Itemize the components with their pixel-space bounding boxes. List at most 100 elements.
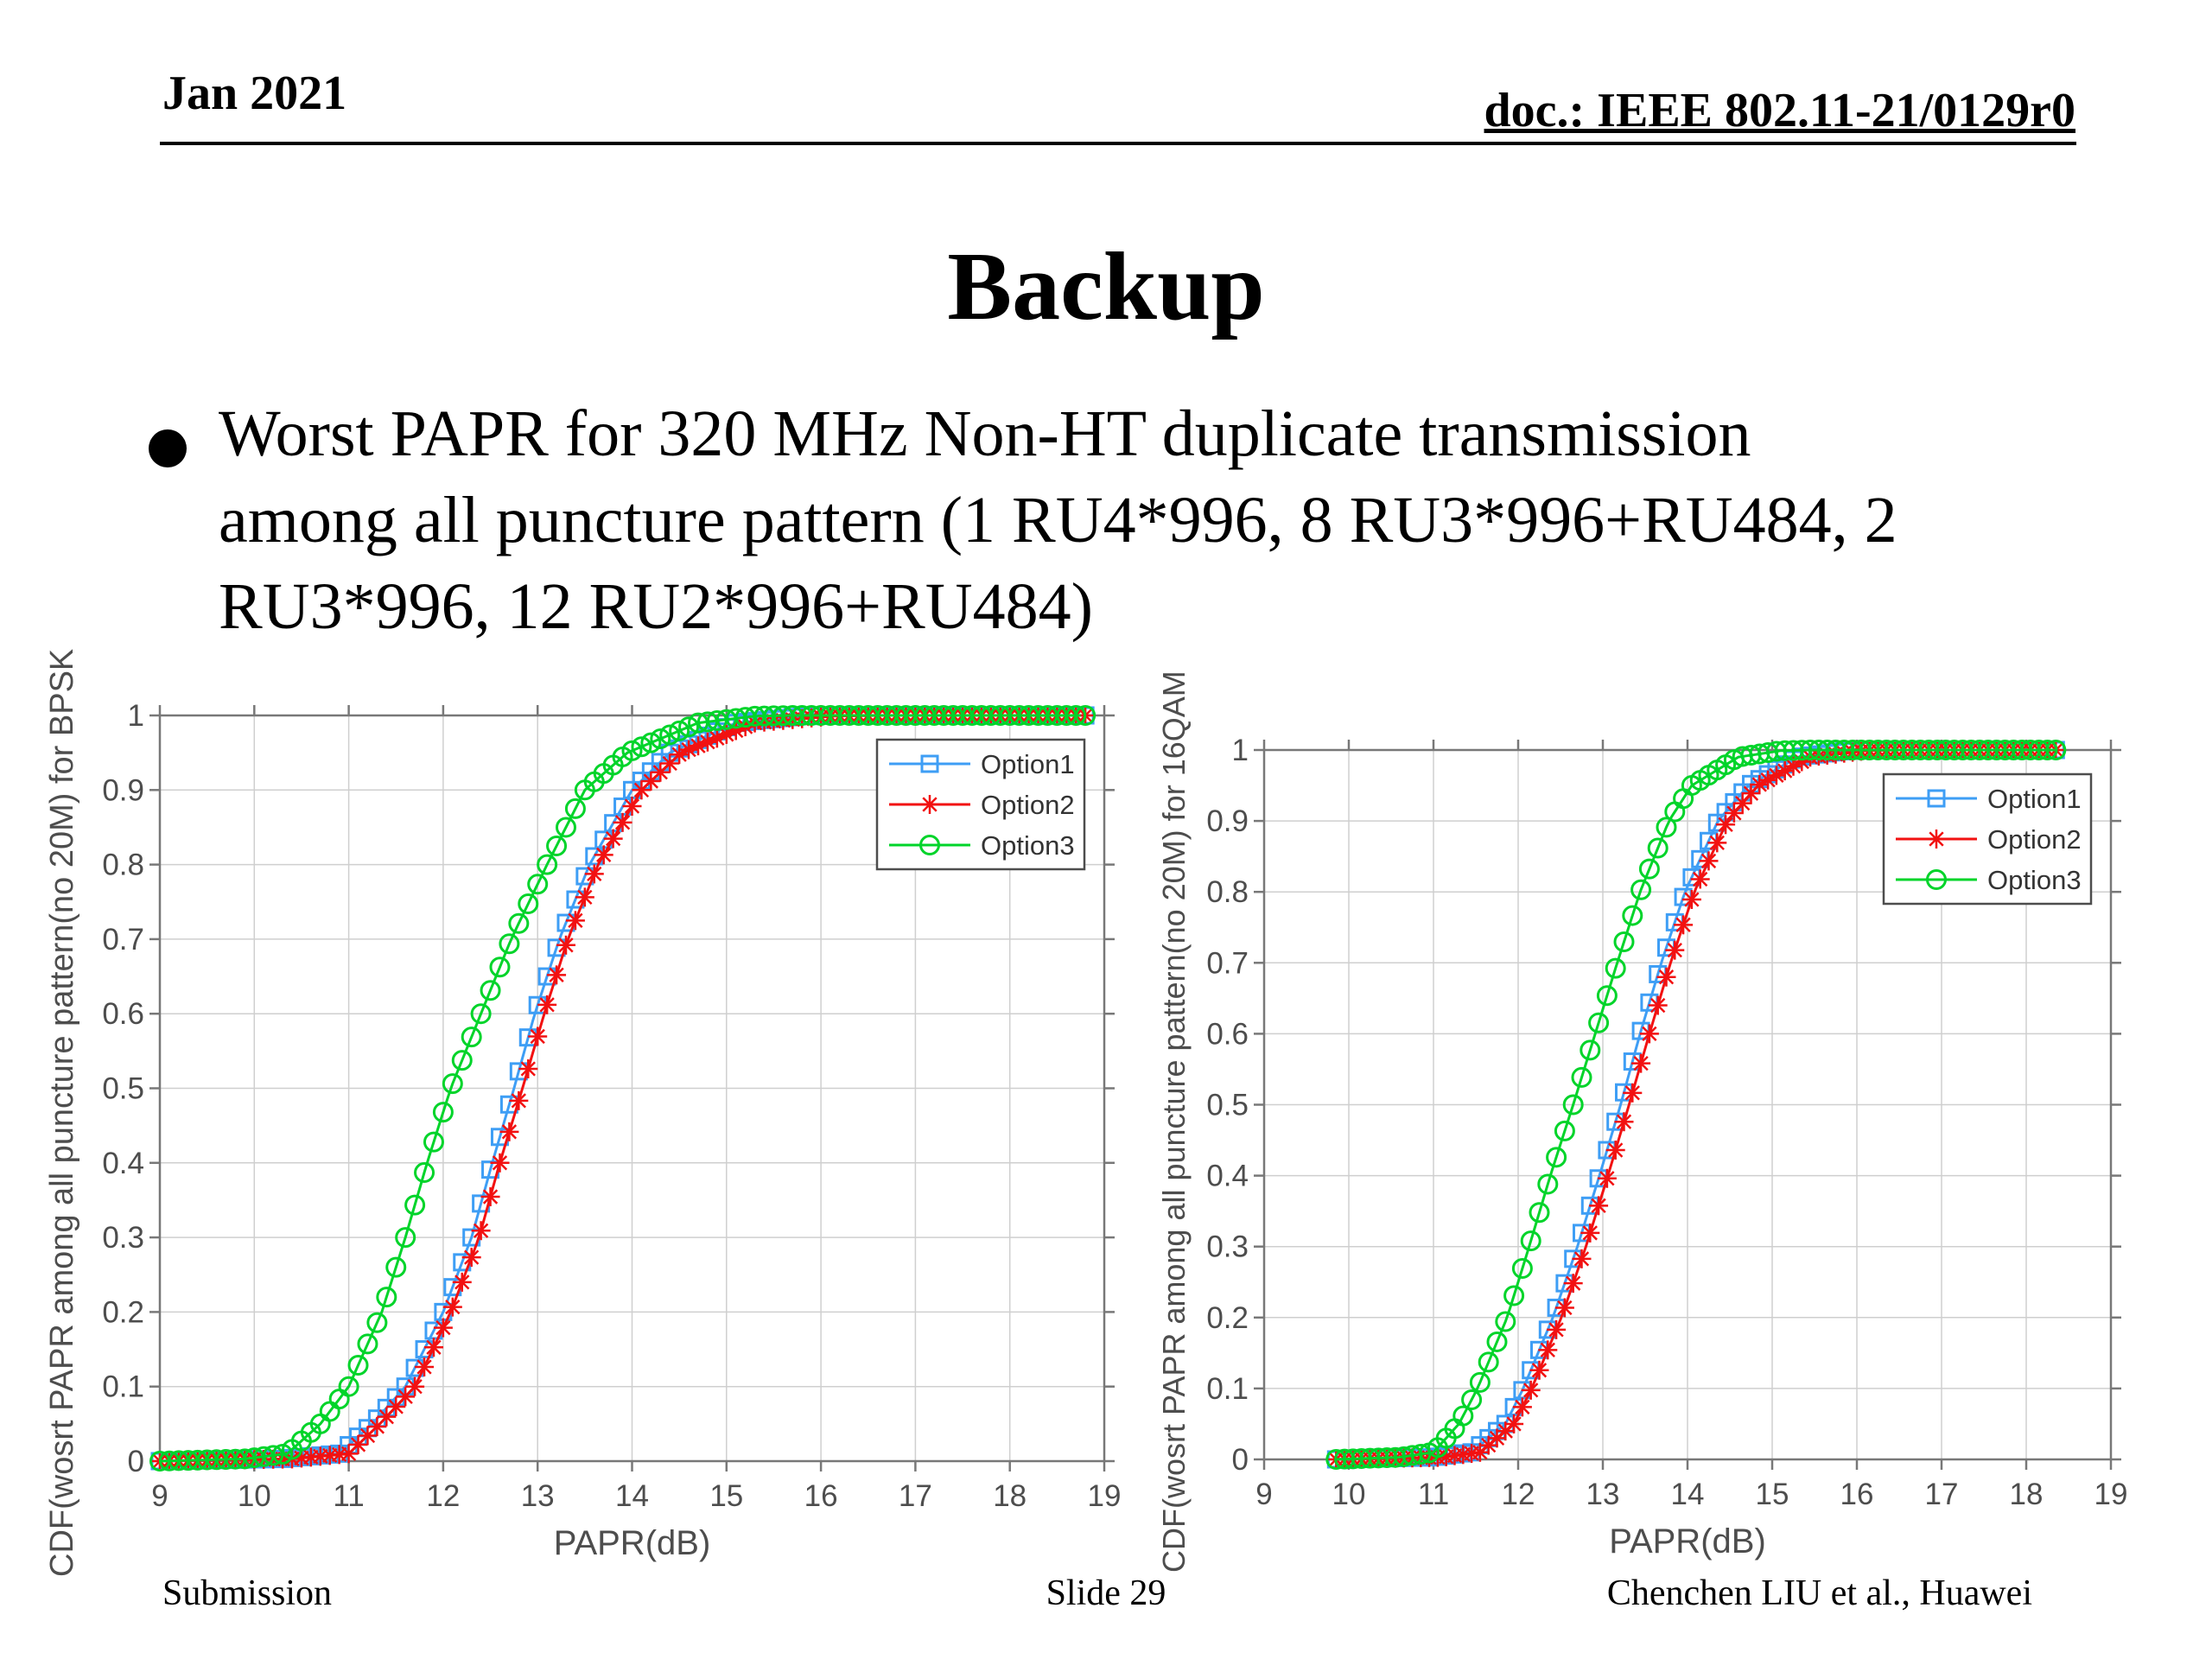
svg-text:12: 12 [1502, 1478, 1535, 1511]
circle-marker [1511, 1257, 1533, 1279]
circle-marker [1486, 1331, 1508, 1352]
svg-text:0.9: 0.9 [102, 773, 144, 807]
svg-text:10: 10 [238, 1479, 271, 1513]
circle-marker [555, 817, 576, 838]
qam16-cdf-chart: 9 10 11 12 13 14 15 16 17 18 19 0 0.1 0.2 0.3 0.4 0.5 0.6… [1162, 664, 2212, 1580]
qam16-cdf-chart-svg: 9 10 11 12 13 14 15 16 17 18 19 0 0.1 0.2 0.3 0.4 0.5 0.6… [1162, 671, 2128, 1573]
asterisk-marker [1690, 869, 1710, 889]
asterisk-marker [1656, 967, 1676, 987]
asterisk-marker [1699, 851, 1719, 871]
asterisk-marker [556, 935, 575, 955]
svg-text:12: 12 [426, 1479, 460, 1513]
circle-marker [1596, 985, 1618, 1007]
circle-marker [263, 1445, 284, 1466]
asterisk-marker [452, 1272, 472, 1292]
circle-marker [678, 716, 700, 738]
svg-text:0.2: 0.2 [1206, 1301, 1249, 1335]
asterisk-marker [1597, 1168, 1617, 1188]
plot-border [158, 714, 1106, 1463]
svg-text:0: 0 [1232, 1443, 1249, 1477]
circle-marker [376, 1287, 397, 1308]
circle-marker [537, 854, 558, 875]
asterisk-marker [1614, 1112, 1634, 1132]
circle-marker [518, 893, 539, 915]
circle-marker [564, 798, 586, 819]
svg-text:Option1: Option1 [981, 749, 1075, 779]
circle-marker [489, 957, 511, 978]
asterisk-marker [1681, 889, 1701, 909]
asterisk-marker [348, 1434, 368, 1454]
x-axis-label: PAPR(dB) [1609, 1522, 1766, 1560]
circle-marker [631, 736, 652, 758]
legend: Option1 Option2 Option3 [1882, 772, 2093, 906]
circle-marker [2037, 740, 2058, 760]
circle-marker [1520, 1230, 1541, 1252]
x-axis-label: PAPR(dB) [554, 1524, 711, 1562]
svg-text:Option3: Option3 [981, 830, 1075, 861]
asterisk-marker [565, 911, 585, 931]
circle-marker [1926, 869, 1947, 890]
svg-text:0.7: 0.7 [1206, 946, 1249, 980]
svg-text:Option2: Option2 [981, 790, 1075, 820]
svg-text:9: 9 [1255, 1478, 1272, 1511]
bullet-line-3: RU3*996, 12 RU2*996+RU484) [219, 570, 1093, 643]
svg-text:11: 11 [1418, 1478, 1449, 1511]
series-option3 [149, 705, 1096, 1471]
footer-authors: Chenchen LIU et al., Huawei [1606, 1573, 2032, 1613]
asterisk-marker [528, 1027, 548, 1046]
circle-marker [404, 1194, 426, 1216]
bullet-line-2: among all puncture pattern (1 RU4*996, 8… [219, 484, 1897, 556]
bullet-line-1: Worst PAPR for 320 MHz Non-HT duplicate … [219, 397, 1751, 470]
svg-text:13: 13 [521, 1479, 555, 1513]
asterisk-marker [499, 1122, 519, 1141]
svg-text:15: 15 [709, 1479, 743, 1513]
circle-marker [1588, 1012, 1610, 1033]
asterisk-marker [584, 864, 604, 884]
asterisk-marker [920, 795, 939, 814]
circle-marker [1562, 1094, 1584, 1116]
asterisk-marker [1538, 1340, 1558, 1360]
asterisk-marker [442, 1297, 462, 1317]
header-doc-number: doc.: IEEE 802.11-21/0129r0 [1484, 84, 2075, 137]
bullet-text: Worst PAPR for 320 MHz Non-HT duplicate … [219, 391, 1897, 650]
circle-marker [357, 1333, 378, 1355]
asterisk-marker [613, 812, 632, 832]
circle-marker [659, 724, 681, 746]
svg-text:0.6: 0.6 [1206, 1017, 1249, 1051]
circle-marker [1571, 1066, 1592, 1088]
circle-marker [1580, 1039, 1601, 1061]
asterisk-marker [575, 887, 594, 907]
y-axis-label: CDF(wosrt PAPR among all puncture patter… [1162, 671, 1192, 1573]
svg-text:14: 14 [1671, 1478, 1705, 1511]
circle-marker [442, 1073, 463, 1095]
asterisk-marker [1639, 1024, 1659, 1044]
circle-marker [1622, 905, 1643, 926]
circle-marker [650, 728, 671, 750]
svg-text:19: 19 [2094, 1478, 2128, 1511]
asterisk-marker [461, 1248, 481, 1268]
asterisk-marker [480, 1187, 500, 1207]
circle-marker [1630, 879, 1652, 900]
svg-text:17: 17 [899, 1479, 932, 1513]
bpsk-cdf-chart-svg: 9 10 11 12 13 14 15 16 17 18 19 0 0.1 0.2 0.3 0.4 0.5 0.6… [44, 649, 1121, 1577]
circle-marker [470, 1003, 492, 1025]
svg-text:13: 13 [1586, 1478, 1620, 1511]
svg-text:17: 17 [1925, 1478, 1959, 1511]
svg-text:0.6: 0.6 [102, 997, 144, 1031]
svg-text:0.3: 0.3 [102, 1221, 144, 1255]
circle-marker [669, 720, 690, 741]
asterisk-marker [603, 829, 623, 849]
circle-marker [461, 1027, 482, 1048]
svg-text:0.8: 0.8 [102, 849, 144, 882]
asterisk-marker [1572, 1249, 1592, 1268]
asterisk-marker [518, 1058, 538, 1078]
asterisk-marker [1707, 833, 1727, 853]
circle-marker [1647, 837, 1669, 859]
svg-text:Option2: Option2 [1987, 824, 2082, 855]
svg-text:Option3: Option3 [1987, 865, 2082, 895]
circle-marker [499, 933, 520, 955]
asterisk-marker [1580, 1223, 1600, 1243]
svg-text:0.1: 0.1 [102, 1370, 144, 1404]
svg-text:0.9: 0.9 [1206, 804, 1249, 838]
circle-marker [1503, 1285, 1525, 1306]
